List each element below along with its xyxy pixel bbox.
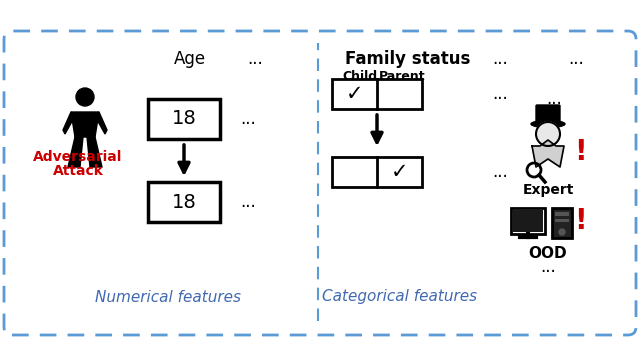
Text: 18: 18: [172, 192, 196, 211]
Circle shape: [536, 122, 560, 146]
Text: ...: ...: [240, 193, 256, 211]
Text: Adversarial: Adversarial: [33, 150, 123, 164]
Text: ✓: ✓: [346, 84, 364, 104]
Polygon shape: [87, 137, 102, 167]
Ellipse shape: [531, 121, 565, 127]
Text: !: !: [573, 138, 586, 166]
Text: ...: ...: [546, 90, 562, 108]
Bar: [511, 208, 545, 234]
Text: ...: ...: [492, 85, 508, 103]
Polygon shape: [68, 137, 83, 167]
Text: Categorical features: Categorical features: [323, 290, 477, 305]
Text: Family status: Family status: [346, 50, 470, 68]
Polygon shape: [95, 112, 107, 134]
Bar: [555, 212, 569, 216]
Text: Age: Age: [174, 50, 206, 68]
Text: ✓: ✓: [391, 162, 408, 182]
Polygon shape: [532, 140, 564, 167]
Bar: [332, 157, 422, 187]
Text: Child: Child: [342, 70, 378, 82]
Text: 18: 18: [172, 110, 196, 129]
Polygon shape: [71, 112, 99, 137]
Text: ...: ...: [492, 50, 508, 68]
Polygon shape: [63, 112, 75, 134]
Text: Numerical features: Numerical features: [95, 290, 241, 305]
FancyBboxPatch shape: [536, 105, 560, 125]
Text: !: !: [573, 207, 586, 235]
Bar: [148, 182, 220, 222]
Bar: [555, 219, 569, 222]
Text: Attack: Attack: [52, 164, 104, 178]
Text: ...: ...: [492, 163, 508, 181]
Text: OOD: OOD: [529, 246, 567, 261]
Text: Expert: Expert: [522, 183, 573, 197]
Bar: [552, 208, 572, 238]
Bar: [148, 99, 220, 139]
Text: ...: ...: [568, 50, 584, 68]
Bar: [332, 79, 422, 109]
Bar: [513, 210, 543, 232]
Text: ...: ...: [540, 258, 556, 276]
Text: ...: ...: [240, 110, 256, 128]
Text: ...: ...: [247, 50, 263, 68]
FancyBboxPatch shape: [4, 31, 636, 335]
Circle shape: [559, 229, 565, 235]
Circle shape: [76, 88, 94, 106]
Circle shape: [527, 163, 541, 177]
Text: Parent: Parent: [379, 70, 426, 82]
